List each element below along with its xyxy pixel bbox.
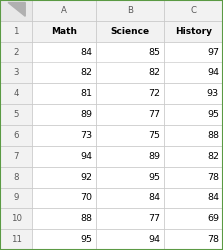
Bar [164, 229, 223, 250]
Bar [32, 208, 96, 229]
Text: 84: 84 [148, 194, 160, 202]
Bar [32, 42, 96, 62]
Text: 85: 85 [148, 48, 160, 56]
Bar [0, 104, 32, 125]
Bar [0, 62, 32, 83]
Text: 92: 92 [80, 172, 92, 182]
Text: 84: 84 [80, 48, 92, 56]
Bar [96, 104, 164, 125]
Bar [32, 62, 96, 83]
Text: 10: 10 [11, 214, 22, 223]
Text: 77: 77 [148, 110, 160, 119]
Text: 89: 89 [148, 152, 160, 161]
Bar [0, 0, 32, 21]
Bar [32, 229, 96, 250]
Bar [0, 42, 32, 62]
Text: 78: 78 [207, 235, 219, 244]
Text: 77: 77 [148, 214, 160, 223]
Bar [96, 21, 164, 42]
Text: 4: 4 [13, 89, 19, 98]
Bar [164, 0, 223, 21]
Text: 1: 1 [13, 27, 19, 36]
Text: A: A [61, 6, 67, 15]
Text: 3: 3 [13, 68, 19, 78]
Bar [164, 42, 223, 62]
Text: 94: 94 [80, 152, 92, 161]
Bar [96, 42, 164, 62]
Bar [0, 83, 32, 104]
Bar [164, 21, 223, 42]
Bar [164, 62, 223, 83]
Bar [0, 125, 32, 146]
Bar [96, 62, 164, 83]
Text: 93: 93 [207, 89, 219, 98]
Bar [96, 229, 164, 250]
Bar [32, 188, 96, 208]
Bar [0, 188, 32, 208]
Bar [0, 229, 32, 250]
Text: 7: 7 [13, 152, 19, 161]
Text: 81: 81 [80, 89, 92, 98]
Text: 97: 97 [207, 48, 219, 56]
Bar [0, 146, 32, 167]
Text: 70: 70 [80, 194, 92, 202]
Text: 95: 95 [148, 172, 160, 182]
Bar [32, 83, 96, 104]
Bar [96, 83, 164, 104]
Text: B: B [127, 6, 133, 15]
Bar [164, 167, 223, 188]
Text: C: C [190, 6, 196, 15]
Text: 84: 84 [207, 194, 219, 202]
Bar [164, 208, 223, 229]
Text: 88: 88 [207, 131, 219, 140]
Bar [96, 146, 164, 167]
Bar [32, 104, 96, 125]
Bar [164, 188, 223, 208]
Text: 82: 82 [148, 68, 160, 78]
Text: History: History [175, 27, 212, 36]
Bar [164, 83, 223, 104]
Bar [96, 208, 164, 229]
Bar [0, 208, 32, 229]
Bar [32, 21, 96, 42]
Text: 72: 72 [148, 89, 160, 98]
Bar [0, 167, 32, 188]
Text: 11: 11 [11, 235, 22, 244]
Bar [32, 167, 96, 188]
Bar [32, 146, 96, 167]
Bar [0, 21, 32, 42]
Text: 75: 75 [148, 131, 160, 140]
Text: 82: 82 [207, 152, 219, 161]
Text: 6: 6 [13, 131, 19, 140]
Text: 94: 94 [148, 235, 160, 244]
Bar [32, 0, 96, 21]
Bar [96, 0, 164, 21]
Bar [96, 188, 164, 208]
Text: 8: 8 [13, 172, 19, 182]
Text: 82: 82 [80, 68, 92, 78]
Bar [164, 125, 223, 146]
Text: 69: 69 [207, 214, 219, 223]
Bar [96, 167, 164, 188]
Polygon shape [8, 2, 25, 16]
Bar [164, 146, 223, 167]
Text: 78: 78 [207, 172, 219, 182]
Text: 5: 5 [13, 110, 19, 119]
Text: Math: Math [51, 27, 77, 36]
Text: 9: 9 [13, 194, 19, 202]
Text: Science: Science [110, 27, 149, 36]
Bar [96, 125, 164, 146]
Bar [164, 104, 223, 125]
Bar [32, 125, 96, 146]
Text: 2: 2 [13, 48, 19, 56]
Text: 94: 94 [207, 68, 219, 78]
Text: 95: 95 [207, 110, 219, 119]
Text: 73: 73 [80, 131, 92, 140]
Text: 89: 89 [80, 110, 92, 119]
Text: 95: 95 [80, 235, 92, 244]
Text: 88: 88 [80, 214, 92, 223]
